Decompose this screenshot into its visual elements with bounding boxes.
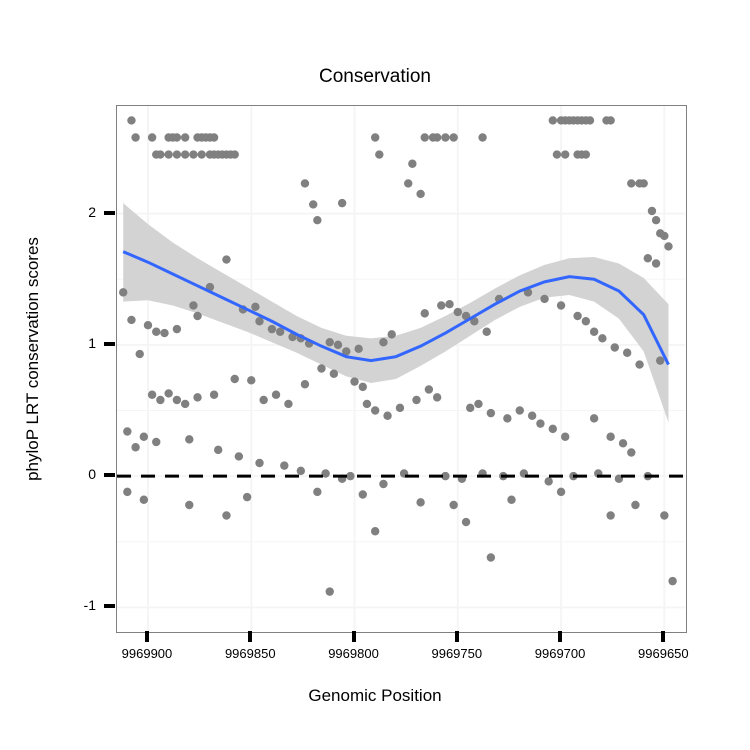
plot-panel: [116, 105, 687, 633]
y-tick-label: 1: [88, 334, 96, 351]
x-tick-label: 9969650: [638, 646, 689, 661]
x-tick-mark: [351, 631, 356, 642]
confidence-band: [123, 203, 669, 423]
y-tick-mark: [104, 604, 115, 609]
x-tick-mark: [558, 631, 563, 642]
y-tick-mark: [104, 341, 115, 346]
y-tick-mark: [104, 473, 115, 478]
y-tick-mark: [104, 210, 115, 215]
chart-title: Conservation: [319, 66, 431, 87]
loess-smooth-line: [122, 250, 670, 366]
x-tick-label: 9969750: [431, 646, 483, 661]
x-tick-label: 9969850: [224, 646, 276, 661]
x-tick-label: 9969800: [328, 646, 379, 661]
x-tick-label: 9969700: [534, 646, 586, 661]
y-tick-label: -1: [83, 597, 96, 614]
x-tick-mark: [144, 631, 149, 642]
x-axis-title: Genomic Position: [308, 686, 442, 705]
x-tick-mark: [248, 631, 253, 642]
x-tick-label: 9969900: [121, 646, 173, 661]
x-tick-mark: [454, 631, 459, 642]
x-tick-mark: [661, 631, 666, 642]
plot-svg: [117, 106, 685, 631]
y-tick-label: 2: [88, 203, 96, 220]
y-axis-title: phyloP LRT conservation scores: [23, 237, 42, 481]
y-tick-label: 0: [88, 466, 96, 483]
